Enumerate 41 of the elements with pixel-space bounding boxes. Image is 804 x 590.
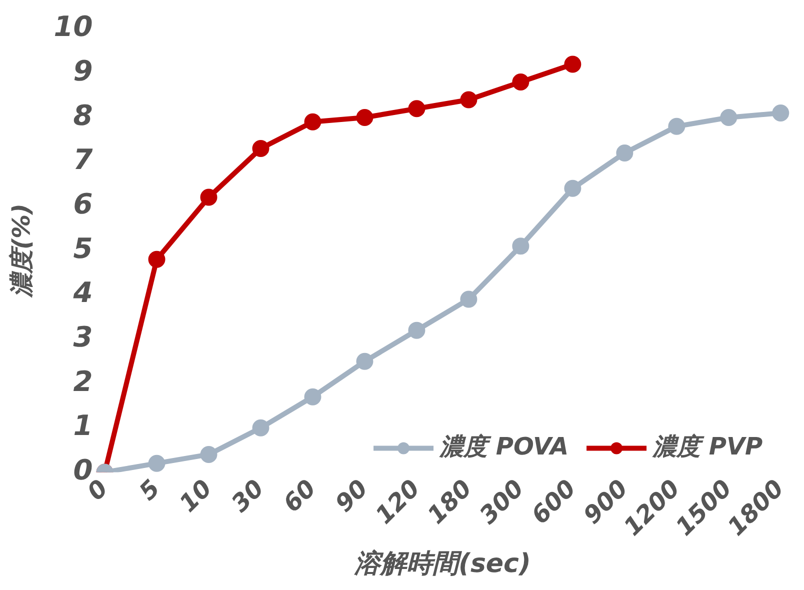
- legend-label: 濃度 POVA: [438, 432, 569, 460]
- x-tick-label: 5: [134, 474, 166, 506]
- x-tick-label: 30: [226, 474, 270, 518]
- y-tick-label: 4: [72, 276, 93, 310]
- y-tick-label: 8: [73, 98, 93, 132]
- point: [408, 322, 426, 339]
- x-axis-title: 溶解時間(sec): [354, 549, 531, 580]
- point: [148, 454, 166, 472]
- y-axis-title: 濃度(%): [8, 204, 36, 298]
- point: [200, 446, 218, 463]
- point: [356, 352, 374, 370]
- point: [252, 419, 270, 436]
- point: [772, 104, 790, 122]
- point: [304, 113, 322, 130]
- point: [460, 91, 478, 108]
- point: [148, 250, 166, 268]
- point: [512, 238, 530, 255]
- y-tick-label: 9: [73, 54, 93, 88]
- y-tick-label: 10: [54, 10, 93, 44]
- y-tick-label: 3: [73, 320, 93, 354]
- y-tick-label: 1: [73, 409, 93, 442]
- point: [564, 56, 582, 73]
- point: [616, 144, 634, 162]
- legend-label: 濃度 PVP: [652, 432, 764, 460]
- point: [408, 100, 426, 118]
- point: [200, 188, 218, 206]
- point: [720, 108, 738, 126]
- point: [564, 180, 582, 197]
- point: [356, 108, 374, 126]
- y-tick-label: 7: [73, 143, 94, 176]
- y-tick-label: 6: [73, 187, 93, 220]
- y-tick-label: 5: [73, 232, 93, 265]
- point: [304, 388, 322, 406]
- x-tick-label: 10: [174, 474, 218, 518]
- point: [512, 74, 530, 91]
- point: [668, 118, 686, 135]
- x-tick-label: 60: [278, 474, 322, 518]
- point: [252, 140, 270, 158]
- point: [460, 290, 478, 308]
- y-tick-label: 2: [73, 364, 93, 398]
- x-tick-label: 90: [330, 474, 374, 518]
